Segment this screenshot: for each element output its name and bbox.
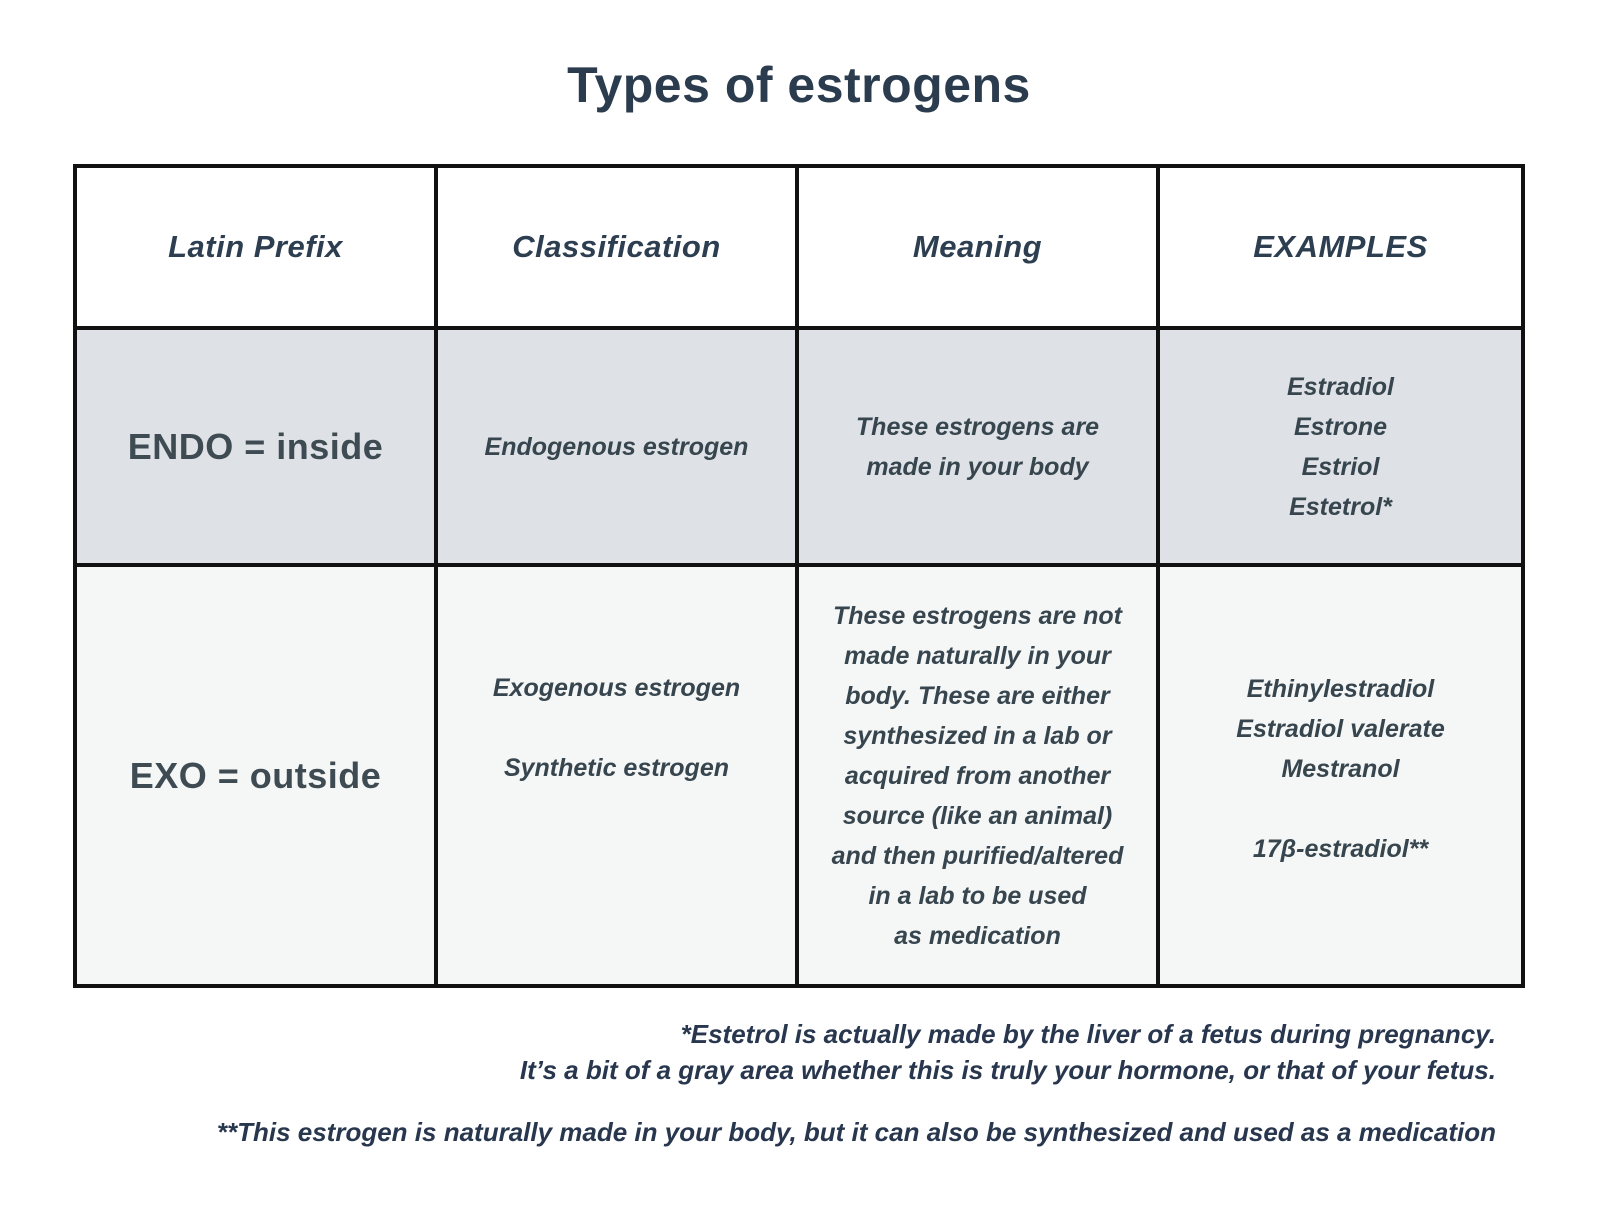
header-label-examples: EXAMPLES [1253, 229, 1428, 264]
page-title: Types of estrogens [567, 57, 1031, 113]
cell-exo-prefix: EXO = outside [77, 567, 438, 984]
header-cell-classification: Classification [438, 168, 799, 330]
footnote-estetrol-line2: It’s a bit of a gray area whether this i… [519, 1055, 1496, 1085]
footnote-17b-estradiol: **This estrogen is naturally made in you… [216, 1117, 1496, 1147]
cell-endo-examples: Estradiol Estrone Estriol Estetrol* [1160, 330, 1521, 567]
header-cell-meaning: Meaning [799, 168, 1160, 330]
footnotes: *Estetrol is actually made by the liver … [196, 1016, 1496, 1150]
endo-examples-list: Estradiol Estrone Estriol Estetrol* [1287, 372, 1394, 521]
endo-prefix-text: ENDO = inside [127, 425, 384, 467]
header-label-latin-prefix: Latin Prefix [168, 229, 343, 264]
cell-endo-classification: Endogenous estrogen [438, 330, 799, 567]
exo-meaning-text: These estrogens are not made naturally in… [831, 601, 1124, 950]
cell-endo-meaning: These estrogens are made in your body [799, 330, 1160, 567]
footnote-estetrol-line1: *Estetrol is actually made by the liver … [680, 1019, 1496, 1049]
header-cell-latin-prefix: Latin Prefix [77, 168, 438, 330]
cell-endo-prefix: ENDO = inside [77, 330, 438, 567]
exo-prefix-text: EXO = outside [129, 754, 382, 796]
endo-classification-text: Endogenous estrogen [484, 432, 749, 461]
exo-classification-text: Exogenous estrogen Synthetic estrogen [492, 673, 741, 782]
header-label-meaning: Meaning [912, 229, 1043, 264]
header-cell-examples: EXAMPLES [1160, 168, 1521, 330]
cell-exo-examples: Ethinylestradiol Estradiol valerate Mestra… [1160, 567, 1521, 984]
cell-exo-meaning: These estrogens are not made naturally in… [799, 567, 1160, 984]
endo-meaning-text: These estrogens are made in your body [855, 412, 1100, 481]
estrogen-types-table: Latin Prefix Classification Meaning EXAM… [73, 164, 1525, 988]
cell-exo-classification: Exogenous estrogen Synthetic estrogen [438, 567, 799, 984]
exo-examples-list: Ethinylestradiol Estradiol valerate Mestra… [1236, 674, 1445, 863]
header-label-classification: Classification [512, 229, 721, 264]
